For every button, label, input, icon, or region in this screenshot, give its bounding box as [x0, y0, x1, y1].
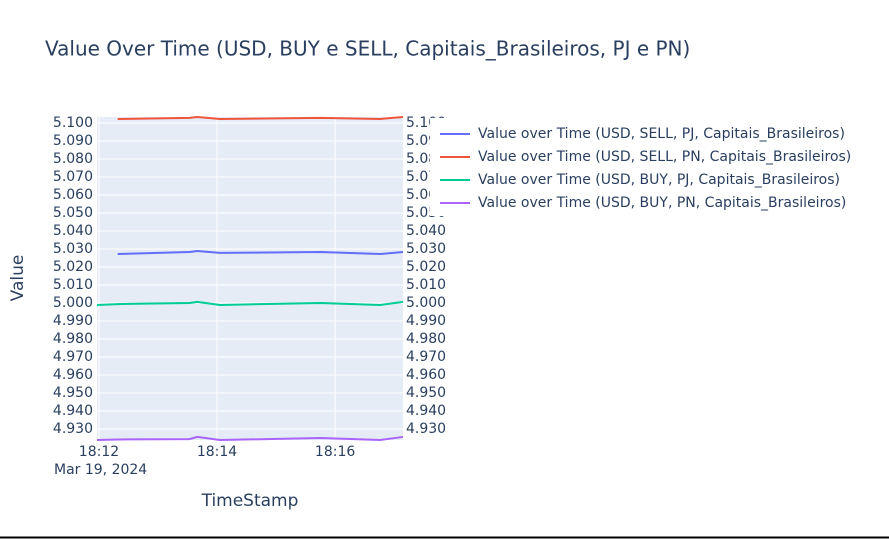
- y-tick-label: 5.080: [53, 151, 93, 167]
- y-tick-label: 4.930: [53, 421, 93, 437]
- y2-tick-label: 5.040: [406, 223, 446, 239]
- series-line: [117, 249, 404, 256]
- x-date-label: Mar 19, 2024: [54, 462, 147, 478]
- y-tick-label: 5.050: [53, 205, 93, 221]
- x-tick-label: 18:12: [79, 444, 119, 460]
- y2-tick-label: 5.020: [406, 259, 446, 275]
- legend-label: Value over Time (USD, BUY, PN, Capitais_…: [478, 195, 846, 211]
- y-tick-label: 5.040: [53, 223, 93, 239]
- y-tick-label: 4.990: [53, 313, 93, 329]
- legend-label: Value over Time (USD, SELL, PN, Capitais…: [478, 149, 851, 165]
- y-tick-label: 5.100: [53, 115, 93, 131]
- x-axis-label: TimeStamp: [201, 491, 299, 511]
- legend-label: Value over Time (USD, BUY, PJ, Capitais_…: [478, 172, 840, 188]
- y-tick-label: 5.060: [53, 187, 93, 203]
- y2-tick-label: 4.980: [406, 331, 446, 347]
- y-tick-label: 5.000: [53, 295, 93, 311]
- y-tick-label: 4.970: [53, 349, 93, 365]
- y-tick-label: 5.030: [53, 241, 93, 257]
- plot-area: [97, 117, 403, 440]
- y-tick-label: 5.070: [53, 169, 93, 185]
- x-tick-label: 18:16: [315, 444, 355, 460]
- series-line: [117, 115, 404, 120]
- y2-tick-label: 4.960: [406, 367, 446, 383]
- legend-label: Value over Time (USD, SELL, PJ, Capitais…: [478, 126, 845, 142]
- y-tick-label: 4.940: [53, 403, 93, 419]
- y-tick-label: 4.950: [53, 385, 93, 401]
- y2-tick-label: 4.930: [406, 421, 446, 437]
- y2-tick-label: 5.010: [406, 277, 446, 293]
- chart-title: Value Over Time (USD, BUY e SELL, Capita…: [45, 37, 690, 61]
- y2-tick-label: 4.940: [406, 403, 446, 419]
- y-tick-label: 5.010: [53, 277, 93, 293]
- y-tick-label: 4.960: [53, 367, 93, 383]
- y2-tick-label: 4.990: [406, 313, 446, 329]
- y-tick-label: 5.090: [53, 133, 93, 149]
- series-line: [96, 300, 404, 306]
- y-axis-label: Value: [8, 255, 28, 302]
- y2-tick-label: 5.000: [406, 295, 446, 311]
- y2-tick-label: 4.970: [406, 349, 446, 365]
- y2-tick-label: 5.030: [406, 241, 446, 257]
- y2-tick-label: 4.950: [406, 385, 446, 401]
- y-tick-label: 4.980: [53, 331, 93, 347]
- x-tick-label: 18:14: [197, 444, 237, 460]
- y-tick-label: 5.020: [53, 259, 93, 275]
- legend: [430, 118, 889, 216]
- series-line: [96, 435, 404, 442]
